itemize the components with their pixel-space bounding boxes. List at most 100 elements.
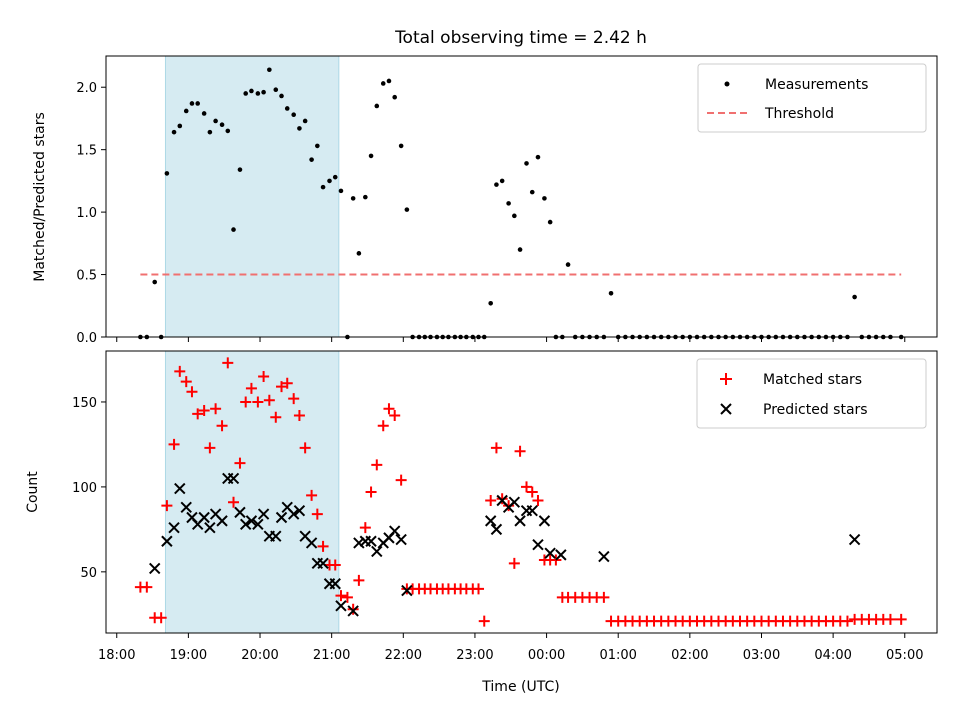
predicted-star-point xyxy=(514,515,526,527)
predicted-star-point xyxy=(598,550,610,563)
predicted-star-point xyxy=(371,545,383,558)
predicted-star-point xyxy=(532,538,544,551)
matched-star-point xyxy=(496,493,508,505)
measurement-point xyxy=(225,128,231,134)
matched-star-point xyxy=(155,612,167,624)
top-legend: Measurements Threshold xyxy=(697,63,927,133)
matched-star-point xyxy=(281,377,293,389)
predicted-star-point xyxy=(227,472,240,485)
measurement-point xyxy=(529,189,535,195)
matched-star-point xyxy=(192,408,204,420)
legend-matched-label: Matched stars xyxy=(763,372,862,388)
predicted-star-point xyxy=(198,511,210,524)
predicted-star-point xyxy=(401,584,413,597)
matched-star-point xyxy=(288,393,300,405)
top-axes-frame xyxy=(105,55,938,338)
measurement-point xyxy=(494,182,499,187)
predicted-star-point xyxy=(526,504,538,517)
matched-star-point xyxy=(353,574,365,586)
matched-star-point xyxy=(311,508,323,520)
measurement-point xyxy=(315,143,320,149)
measurement-point xyxy=(386,78,392,84)
bottom-x-ticks: 18:00 19:00 20:00 21:00 22:00 23:00 00:00 01:00… xyxy=(98,633,923,663)
matched-star-point xyxy=(508,557,520,569)
x-tick-label: 02:00 xyxy=(671,648,708,663)
top-panel: 0.0 0.5 1.0 1.5 2.0 Total observing time = 2… xyxy=(32,28,938,346)
measurement-point xyxy=(261,89,266,95)
predicted-star-point xyxy=(204,521,216,534)
matched-star-point xyxy=(526,486,538,498)
x-tick-label: 00:00 xyxy=(528,648,565,663)
matched-star-point xyxy=(383,403,395,415)
matched-star-point xyxy=(161,500,173,512)
matched-star-point xyxy=(174,365,186,377)
predicted-star-point xyxy=(329,578,341,590)
measurement-point xyxy=(608,290,614,296)
matched-star-point xyxy=(514,445,526,457)
measurement-point xyxy=(356,251,362,256)
top-y-axis-label: Matched/Predicted stars xyxy=(32,112,48,282)
predicted-star-point xyxy=(275,511,288,524)
matched-star-point xyxy=(228,496,240,508)
measurement-point xyxy=(152,279,158,285)
measurement-point xyxy=(219,122,225,127)
predicted-star-point xyxy=(180,501,192,513)
bottom-y-ticks: 50 100 150 xyxy=(72,396,106,581)
predicted-star-point xyxy=(149,562,161,575)
measurement-point xyxy=(547,219,553,225)
top-y-ticks: 0.0 0.5 1.0 1.5 2.0 xyxy=(76,81,106,346)
matched-star-point xyxy=(234,457,246,469)
predicted-star-point xyxy=(490,523,503,536)
measurement-point xyxy=(237,167,243,172)
measurement-point xyxy=(542,196,547,201)
matched-star-point xyxy=(263,394,275,406)
measurement-point xyxy=(309,157,314,162)
measurement-point xyxy=(207,129,213,135)
measurement-point xyxy=(243,91,248,96)
measurement-point xyxy=(189,101,195,106)
predicted-star-point xyxy=(161,535,173,547)
matched-star-point xyxy=(245,382,257,394)
measurement-point xyxy=(255,91,261,96)
predicted-star-point xyxy=(252,518,264,530)
measurement-point xyxy=(291,112,296,117)
matched-star-point xyxy=(841,615,853,627)
matched-star-point xyxy=(598,591,610,603)
matched-star-point xyxy=(478,615,490,627)
measurement-point xyxy=(327,178,332,184)
bottom-legend-box xyxy=(696,358,927,429)
top-shaded-interval xyxy=(165,56,339,337)
matched-star-point xyxy=(186,386,198,398)
predicted-star-point xyxy=(234,506,246,519)
measurement-point xyxy=(302,118,308,124)
predicted-star-point xyxy=(544,547,556,559)
matched-star-point xyxy=(329,559,341,571)
measurement-point xyxy=(524,161,529,166)
measurement-point xyxy=(392,94,398,100)
bottom-y-tick-label: 150 xyxy=(72,396,97,411)
measurement-point xyxy=(350,196,356,201)
legend-predicted-marker xyxy=(720,403,732,415)
bottom-y-axis-label: Count xyxy=(25,471,41,513)
predicted-star-point xyxy=(317,557,329,570)
bottom-x-axis-label: Time (UTC) xyxy=(481,679,559,695)
matched-star-point xyxy=(252,396,264,408)
measurement-point xyxy=(535,154,541,160)
x-tick-label: 01:00 xyxy=(599,648,636,663)
bottom-panel: 50 100 150 18:00 19:00 20:00 21:00 22:00 23:00 0… xyxy=(25,350,938,695)
predicted-star-point xyxy=(293,504,306,517)
matched-star-point xyxy=(204,442,216,454)
matched-star-point xyxy=(276,381,288,393)
measurement-point xyxy=(177,123,183,129)
matched-star-point xyxy=(270,411,282,423)
matched-star-point xyxy=(377,420,389,432)
measurement-point xyxy=(284,106,290,111)
top-y-tick-label: 1.0 xyxy=(76,206,97,221)
measurement-point xyxy=(201,111,207,116)
top-y-tick-label: 0.5 xyxy=(76,269,97,284)
matched-star-point xyxy=(395,474,407,486)
matched-star-point xyxy=(141,581,153,593)
x-tick-label: 22:00 xyxy=(385,648,422,663)
x-tick-label: 20:00 xyxy=(241,648,278,663)
